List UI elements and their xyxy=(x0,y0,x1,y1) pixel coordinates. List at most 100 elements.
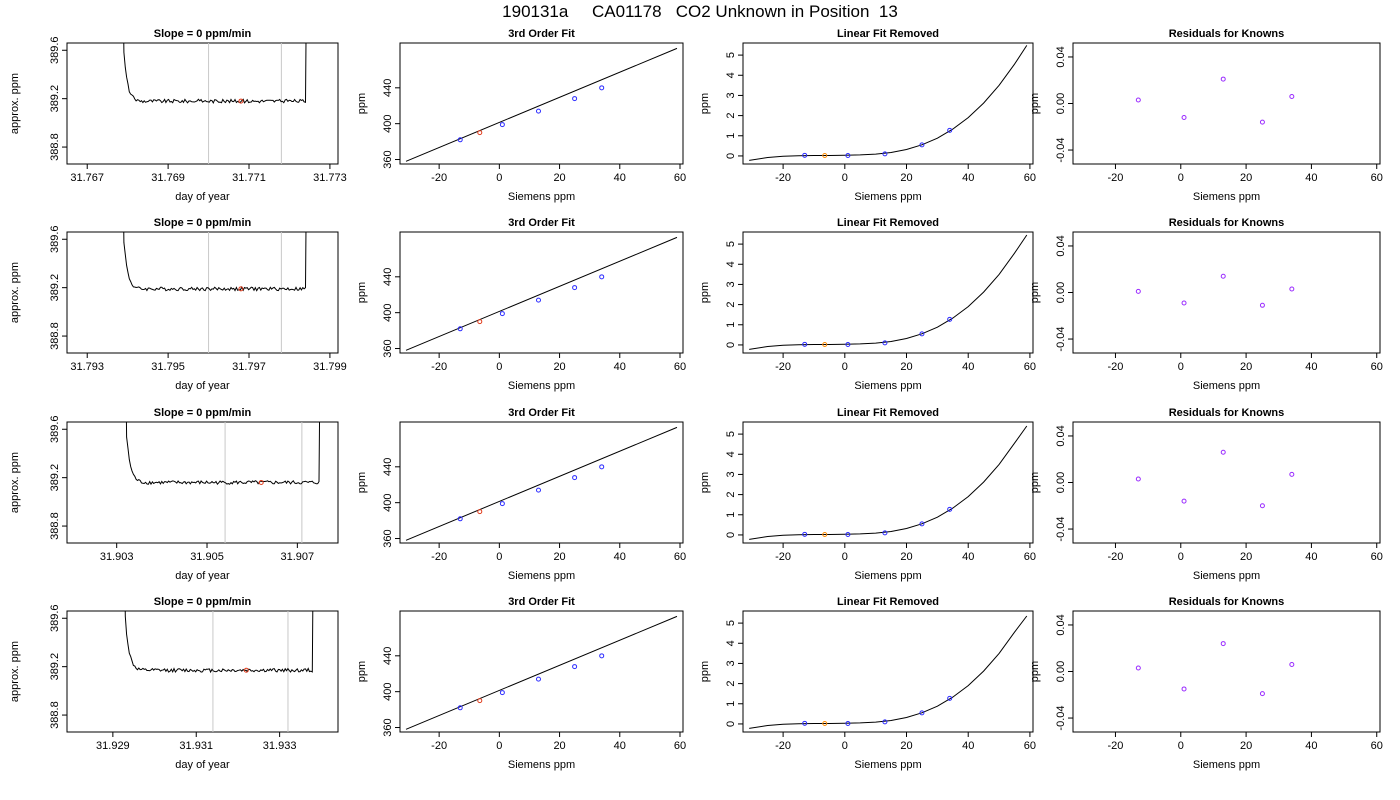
plot-frame xyxy=(1072,231,1381,354)
y-tick-label: 2 xyxy=(725,492,737,498)
y-tick-label: 388.8 xyxy=(49,512,61,540)
residual-point xyxy=(1259,503,1265,509)
y-tick-label: -0.04 xyxy=(1055,705,1067,730)
plot-frame xyxy=(742,610,1034,733)
x-axis-label: Siemens ppm xyxy=(854,570,921,582)
x-tick-label: 40 xyxy=(614,172,626,184)
x-tick-label: 20 xyxy=(900,361,912,373)
y-axis-label: ppm xyxy=(699,282,711,303)
residual-point xyxy=(1289,286,1295,292)
chart-panel-r4c4: Residuals for Knowns -20 0 20 40 60 -0.04 0.00 0… xyxy=(1029,596,1383,771)
chart-panel-r2c2: 3rd Order Fit -20 0 20 40 60 360 400 440 Siemens … xyxy=(356,217,686,392)
plot-area xyxy=(1135,76,1295,125)
x-tick-label: 40 xyxy=(614,361,626,373)
chart-panel-r4c3: Linear Fit Removed -20 0 20 40 60 0 1 2 3 4 5 Siemen… xyxy=(699,596,1036,771)
y-tick-label: 389.2 xyxy=(49,653,61,681)
y-tick-label: -0.04 xyxy=(1055,516,1067,541)
x-tick-label: 0 xyxy=(1178,172,1184,184)
x-tick-label: 60 xyxy=(1371,172,1383,184)
known-point xyxy=(802,531,808,537)
x-tick-label: -20 xyxy=(431,172,447,184)
y-tick-label: 0.00 xyxy=(1055,472,1067,493)
y-tick-label: 388.8 xyxy=(49,701,61,729)
y-tick-label: 2 xyxy=(725,113,737,119)
known-point xyxy=(599,85,605,91)
y-axis-label: ppm xyxy=(356,282,368,303)
mean-point xyxy=(258,480,264,485)
x-tick-label: 40 xyxy=(962,551,974,563)
x-tick-label: 20 xyxy=(1240,361,1252,373)
y-tick-label: -0.04 xyxy=(1055,326,1067,351)
y-tick-label: 5 xyxy=(725,431,737,437)
x-tick-label: 20 xyxy=(900,172,912,184)
known-point xyxy=(919,142,925,148)
x-tick-label: 0 xyxy=(1178,361,1184,373)
y-tick-label: 400 xyxy=(382,114,394,132)
chart-title: Slope = 0 ppm/min xyxy=(154,596,252,608)
plot-area xyxy=(749,615,1028,729)
chart-title: Slope = 0 ppm/min xyxy=(154,28,252,40)
chart-panel-r1c2: 3rd Order Fit -20 0 20 40 60 360 400 440 Siemens … xyxy=(356,28,686,203)
y-tick-label: -0.04 xyxy=(1055,137,1067,162)
x-axis-label: Siemens ppm xyxy=(854,191,921,203)
x-tick-label: 20 xyxy=(1240,740,1252,752)
y-tick-label: 5 xyxy=(725,241,737,247)
y-tick-label: 4 xyxy=(725,640,737,646)
y-tick-label: 440 xyxy=(382,268,394,286)
fit-line xyxy=(405,47,678,162)
x-tick-label: 60 xyxy=(674,172,686,184)
x-tick-label: -20 xyxy=(431,361,447,373)
unknown-point xyxy=(477,698,483,704)
chart-title: 3rd Order Fit xyxy=(508,596,575,608)
known-point xyxy=(535,108,541,114)
x-tick-label: 31.793 xyxy=(70,361,104,373)
residual-point xyxy=(1289,662,1295,668)
residual-point xyxy=(1181,498,1187,504)
plot-frame xyxy=(1072,610,1381,733)
x-tick-label: -20 xyxy=(1108,551,1124,563)
x-tick-label: 31.907 xyxy=(281,551,315,563)
plot-area xyxy=(123,43,307,164)
known-point xyxy=(845,342,851,348)
residual-curve xyxy=(749,45,1028,161)
plot-frame xyxy=(1072,42,1381,165)
chart-panel-r2c1: Slope = 0 ppm/min 31.793 31.795 31.797 31.79… xyxy=(9,217,347,392)
chart-title: 3rd Order Fit xyxy=(508,407,575,419)
plot-area xyxy=(1135,273,1295,308)
y-tick-label: 4 xyxy=(725,72,737,78)
residual-point xyxy=(1289,471,1295,477)
y-tick-label: 0.04 xyxy=(1055,425,1067,446)
known-point xyxy=(572,664,578,670)
unknown-point xyxy=(822,153,828,159)
signal-trace xyxy=(125,422,321,486)
x-tick-label: 0 xyxy=(496,361,502,373)
y-axis-label: approx. ppm xyxy=(9,452,21,513)
known-point xyxy=(882,340,888,346)
y-tick-label: 360 xyxy=(382,529,394,547)
y-axis-label: approx. ppm xyxy=(9,73,21,134)
residual-point xyxy=(1259,119,1265,125)
x-tick-label: 31.933 xyxy=(263,740,297,752)
chart-panel-r4c2: 3rd Order Fit -20 0 20 40 60 360 400 440 Siemens … xyxy=(356,596,686,771)
plot-frame xyxy=(742,42,1034,165)
plot-frame xyxy=(66,610,339,733)
residual-point xyxy=(1259,302,1265,308)
y-tick-label: 0.04 xyxy=(1055,614,1067,635)
x-tick-label: 40 xyxy=(614,740,626,752)
plot-frame xyxy=(66,42,339,165)
x-tick-label: 0 xyxy=(842,172,848,184)
y-tick-label: 0 xyxy=(725,342,737,348)
figure-title: 190131a CA01178 CO2 Unknown in Position … xyxy=(502,2,898,21)
known-point xyxy=(535,676,541,682)
known-point xyxy=(599,464,605,470)
x-axis-label: day of year xyxy=(175,570,230,582)
known-point xyxy=(599,274,605,280)
x-tick-label: 60 xyxy=(1024,172,1036,184)
fit-line xyxy=(405,426,678,541)
chart-panel-r4c1: Slope = 0 ppm/min 31.929 31.931 31.933 388.8… xyxy=(9,596,339,771)
x-tick-label: 60 xyxy=(1371,740,1383,752)
chart-panel-r2c4: Residuals for Knowns -20 0 20 40 60 -0.04 0.00 0… xyxy=(1029,217,1383,392)
x-tick-label: 0 xyxy=(496,172,502,184)
x-tick-label: 40 xyxy=(1305,740,1317,752)
x-tick-label: -20 xyxy=(431,551,447,563)
